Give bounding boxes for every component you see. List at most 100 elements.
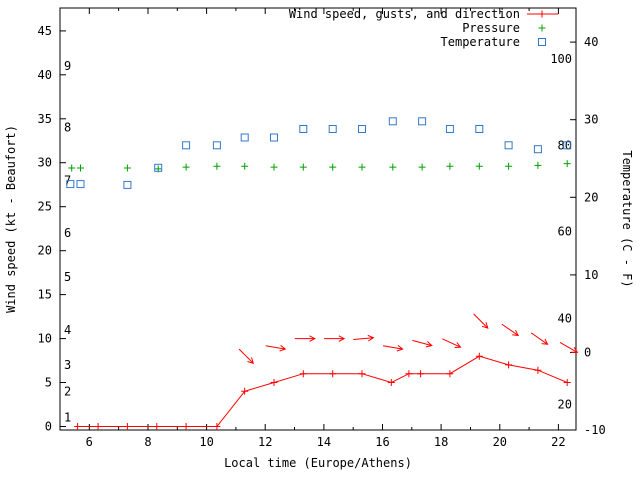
y-left-tick-label: 15 (38, 288, 52, 302)
legend: Wind speed, gusts, and directionPressure… (289, 7, 558, 49)
pressure-point (68, 164, 76, 172)
pressure-point (123, 164, 131, 172)
wind-direction-arrow (324, 335, 346, 342)
beaufort-label: 4 (64, 323, 71, 337)
legend-plus-sample (538, 10, 546, 18)
temperature-point (533, 145, 542, 154)
x-tick-label: 8 (144, 435, 151, 449)
temperature-point (299, 125, 308, 133)
beaufort-label: 9 (64, 59, 71, 73)
y-left-tick-label: 30 (38, 156, 52, 170)
wind-speed-series (74, 352, 571, 430)
wind-speed-point (405, 370, 413, 378)
x-tick-label: 14 (317, 435, 331, 449)
wind-direction-arrow (530, 332, 549, 345)
pressure-point (418, 163, 426, 171)
legend-square-sample (538, 38, 546, 46)
y-right-tick-label: 0 (584, 345, 591, 359)
wind-speed-point (358, 370, 366, 378)
beaufort-label: 3 (64, 358, 71, 372)
temperature-point (445, 125, 454, 133)
temperature-point (475, 125, 484, 133)
y-right-axis-ticks: -10 0 10 20 30 40 (570, 35, 606, 437)
pressure-point (505, 162, 513, 170)
x-tick-label: 10 (199, 435, 213, 449)
pressure-point (389, 163, 397, 171)
wind-direction-arrow (412, 339, 433, 348)
y-right-tick-label: 10 (584, 268, 598, 282)
y-right-tick-label: 40 (584, 35, 598, 49)
fahrenheit-label: 100 (550, 52, 572, 66)
temperature-point (328, 125, 337, 133)
wind-direction-arrow (382, 345, 404, 352)
wind-speed-point (417, 370, 425, 378)
fahrenheit-label: 20 (558, 397, 572, 411)
x-tick-label: 22 (551, 435, 565, 449)
wind-speed-point (387, 379, 395, 386)
pressure-point (299, 163, 307, 171)
legend-label: Wind speed, gusts, and direction (289, 7, 520, 21)
plot-border (59, 7, 577, 431)
temperature-point (240, 133, 249, 142)
temperature-point (154, 163, 163, 172)
beaufort-label: 5 (64, 270, 71, 284)
wind-speed-line (77, 355, 568, 427)
x-axis-title: Local time (Europe/Athens) (224, 456, 412, 470)
temperature-point (418, 117, 427, 126)
wind-direction-arrow (473, 313, 489, 329)
y-left-tick-label: 5 (45, 376, 52, 390)
wind-speed-point (563, 379, 571, 386)
temperature-point (212, 141, 221, 150)
pressure-point (77, 164, 84, 172)
pressure-point (475, 162, 483, 170)
wind-direction-arrow (559, 341, 579, 353)
temperature-point (504, 141, 513, 150)
temperature-point (270, 133, 278, 142)
wind-direction-arrow (265, 345, 287, 352)
y-left-axis-ticks: 0 5 10 15 20 25 30 35 40 45 (38, 24, 66, 434)
y-right-axis-title: Temperature (C - F) (620, 150, 634, 287)
x-tick-label: 16 (375, 435, 389, 449)
y-left-tick-label: 45 (38, 24, 52, 38)
pressure-point (213, 162, 221, 170)
y-left-tick-label: 35 (38, 112, 52, 126)
fahrenheit-label: 80 (558, 138, 572, 152)
x-tick-label: 20 (493, 435, 507, 449)
wind-direction-arrow (238, 348, 255, 365)
temperature-series (66, 117, 572, 189)
pressure-point (182, 163, 190, 171)
y-left-tick-label: 40 (38, 68, 52, 82)
fahrenheit-label: 40 (558, 311, 572, 325)
beaufort-label: 6 (64, 226, 71, 240)
wind-speed-point (329, 370, 337, 378)
temperature-point (182, 141, 191, 150)
temperature-point (563, 141, 572, 150)
wind-direction-arrow (442, 338, 462, 348)
temperature-point (123, 180, 132, 189)
legend-label: Temperature (441, 35, 520, 49)
y-left-axis-title: Wind speed (kt - Beaufort) (4, 125, 18, 313)
wind-speed-point (505, 361, 513, 369)
y-left-tick-label: 20 (38, 244, 52, 258)
y-left-tick-label: 10 (38, 332, 52, 346)
wind-speed-point (299, 370, 307, 378)
temperature-point (358, 125, 366, 133)
wind-speed-point (270, 379, 278, 386)
temperature-point (66, 180, 75, 189)
pressure-point (563, 160, 571, 168)
x-tick-label: 6 (86, 435, 93, 449)
wind-speed-point (153, 423, 161, 430)
wind-speed-point (213, 423, 221, 430)
y-left-tick-label: 25 (38, 200, 52, 214)
y-right-tick-label: 30 (584, 113, 598, 127)
wind-direction-arrow (294, 335, 316, 342)
wind-speed-point (182, 423, 190, 430)
pressure-series (68, 160, 571, 173)
wind-speed-point (94, 423, 102, 430)
x-tick-label: 18 (434, 435, 448, 449)
temperature-point (76, 180, 85, 189)
